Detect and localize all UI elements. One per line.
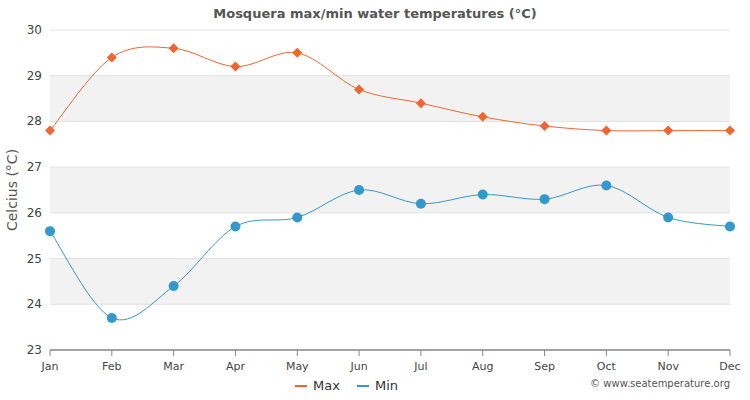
x-tick [50,350,51,356]
grid-band [50,259,730,305]
x-tick-label: Jan [41,360,59,373]
marker [45,126,55,136]
x-tick [544,350,545,356]
marker [601,126,611,136]
marker [45,226,55,236]
x-tick-label: Oct [597,360,617,373]
legend-label: Min [375,378,398,393]
x-tick-label: May [286,360,309,373]
grid-line [50,121,730,122]
x-tick-label: Aug [472,360,493,373]
grid-line [50,75,730,76]
marker [478,112,488,122]
y-tick-label: 25 [27,252,42,266]
x-tick-label: Feb [102,360,121,373]
x-tick [173,350,174,356]
x-tick [668,350,669,356]
grid-line [50,350,730,351]
marker [663,126,673,136]
grid-line [50,30,730,31]
marker [416,98,426,108]
marker [540,121,550,131]
y-tick-label: 28 [27,114,42,128]
x-tick [420,350,421,356]
marker [354,84,364,94]
grid-line [50,167,730,168]
marker [107,313,117,323]
x-tick-label: Nov [657,360,679,373]
y-axis-label: Celcius (°C) [4,149,20,231]
x-tick-label: Sep [534,360,555,373]
marker [354,185,364,195]
x-tick [297,350,298,356]
chart: 23 24 25 26 27 28 29 30 Jan Feb Mar Apr May Jun Jul Aug… [0,0,750,400]
grid-band [50,76,730,122]
x-tick [359,350,360,356]
grid-line [50,258,730,259]
x-tick [606,350,607,356]
y-tick-label: 23 [27,343,42,357]
marker [230,222,240,232]
marker [601,180,611,190]
x-tick [111,350,112,356]
marker [292,212,302,222]
series-line [50,47,730,131]
marker [230,62,240,72]
marker [478,190,488,200]
marker [416,199,426,209]
x-tick [235,350,236,356]
marker [107,52,117,62]
marker [169,281,179,291]
x-tick-label: Apr [226,360,246,373]
series-line [50,185,730,320]
marker [169,43,179,53]
y-tick-label: 24 [27,297,42,311]
x-tick [482,350,483,356]
x-tick-label: Jun [349,360,367,373]
marker [540,194,550,204]
x-tick-label: Jul [413,360,427,373]
marker [725,126,735,136]
y-tick-label: 30 [27,23,42,37]
annotation: © www.seatemperature.org [590,378,730,389]
x-axis [50,349,730,351]
y-tick-label: 29 [27,69,42,83]
marker [292,48,302,58]
legend-label: Max [313,378,340,393]
marker [663,212,673,222]
grid-band [50,167,730,213]
plot-area [45,43,735,323]
x-tick-label: Mar [163,360,184,373]
legend-swatch [357,385,369,387]
grid-line [50,212,730,213]
title: Mosquera max/min water temperatures (°C) [213,6,536,21]
legend-swatch [295,385,307,387]
x-tick-label: Dec [719,360,740,373]
y-tick-label: 26 [27,206,42,220]
x-tick [730,350,731,356]
marker [725,222,735,232]
y-tick-label: 27 [27,160,42,174]
